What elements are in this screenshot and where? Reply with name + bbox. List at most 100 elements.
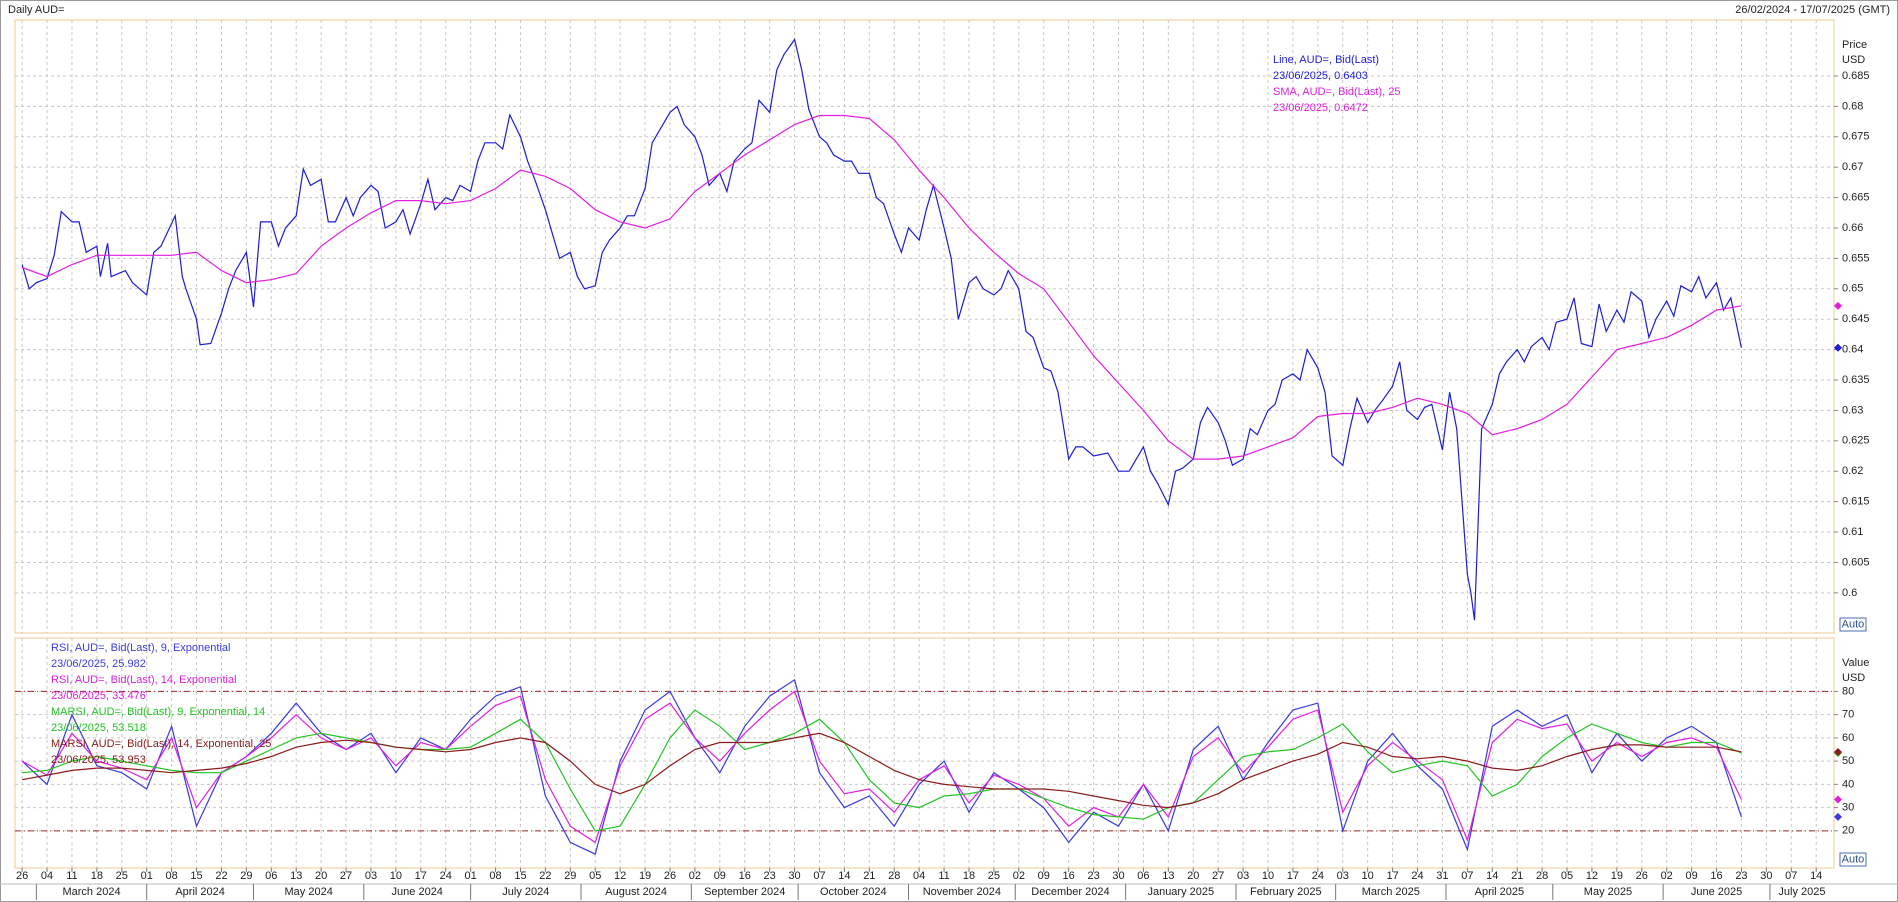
x-tick-label: 10 [1362,870,1374,882]
y-tick-label: 0.6 [1842,587,1857,599]
y-tick-label: 0.635 [1842,374,1870,386]
y-tick-label: 70 [1842,709,1854,721]
x-tick-label: 21 [1511,870,1523,882]
y-tick-label: 0.685 [1842,70,1870,82]
legend-name: MARSI, AUD=, Bid(Last), 9, Exponential, … [51,706,265,718]
x-tick-label: 31 [1436,870,1448,882]
scale-button: Auto [1842,618,1865,630]
x-tick-label: 03 [365,870,377,882]
x-tick-label: 29 [240,870,252,882]
month-label: June 2024 [392,886,443,898]
x-tick-label: 05 [1561,870,1573,882]
x-tick-label: 25 [988,870,1000,882]
x-tick-label: 22 [539,870,551,882]
month-label: July 2024 [502,886,549,898]
x-tick-label: 24 [440,870,452,882]
month-label: February 2025 [1250,886,1322,898]
x-tick-label: 18 [963,870,975,882]
axis-label: Price [1842,39,1867,51]
legend-name: RSI, AUD=, Bid(Last), 14, Exponential [51,674,237,686]
y-tick-label: 0.62 [1842,465,1863,477]
month-label: August 2024 [605,886,667,898]
y-tick-label: 0.665 [1842,191,1870,203]
x-tick-label: 27 [1212,870,1224,882]
last-value-marker [1834,343,1842,352]
legend-value: 23/06/2025, 0.6472 [1273,102,1368,114]
x-tick-label: 30 [1112,870,1124,882]
y-tick-label: 0.63 [1842,404,1863,416]
plot-area [14,19,1835,634]
x-tick-label: 26 [664,870,676,882]
legend-value: 23/06/2025, 33.476 [51,690,146,702]
x-tick-label: 19 [1611,870,1623,882]
legend-name: SMA, AUD=, Bid(Last), 25 [1273,86,1400,98]
legend-name: RSI, AUD=, Bid(Last), 9, Exponential [51,642,230,654]
last-value-marker [1834,795,1842,804]
x-tick-label: 15 [514,870,526,882]
x-tick-label: 23 [1735,870,1747,882]
axis-unit: USD [1842,672,1865,684]
series-line [21,38,1742,621]
x-tick-label: 16 [1710,870,1722,882]
y-tick-label: 0.66 [1842,222,1863,234]
x-tick-label: 04 [913,870,925,882]
y-tick-label: 20 [1842,825,1854,837]
legend-value: 23/06/2025, 25.982 [51,658,146,670]
month-label: April 2025 [1475,886,1525,898]
x-tick-label: 24 [1312,870,1324,882]
y-tick-label: 50 [1842,755,1854,767]
x-tick-label: 12 [1586,870,1598,882]
x-tick-label: 29 [564,870,576,882]
x-tick-label: 11 [938,870,949,882]
x-tick-label: 02 [1661,870,1673,882]
x-tick-label: 03 [1237,870,1249,882]
x-tick-label: 14 [1486,870,1498,882]
x-tick-label: 04 [41,870,53,882]
x-tick-label: 06 [265,870,277,882]
chart-title: Daily AUD= [8,4,65,16]
x-tick-label: 07 [813,870,825,882]
x-tick-label: 17 [1287,870,1299,882]
x-tick-label: 23 [764,870,776,882]
month-label: March 2025 [1362,886,1420,898]
x-tick-label: 09 [714,870,726,882]
x-tick-label: 03 [1337,870,1349,882]
y-tick-label: 0.64 [1842,344,1863,356]
x-tick-label: 01 [141,870,153,882]
legend-value: 23/06/2025, 53.953 [51,754,146,766]
x-tick-label: 13 [1162,870,1174,882]
x-tick-label: 05 [589,870,601,882]
month-label: May 2025 [1584,886,1632,898]
x-tick-label: 22 [215,870,227,882]
series-line [21,690,1742,844]
y-tick-label: 0.615 [1842,496,1870,508]
x-tick-label: 15 [190,870,202,882]
x-tick-label: 24 [1411,870,1423,882]
month-label: March 2024 [62,886,120,898]
x-tick-label: 13 [290,870,302,882]
x-tick-label: 17 [415,870,427,882]
x-tick-label: 21 [863,870,875,882]
x-tick-label: 16 [1063,870,1075,882]
scale-button: Auto [1842,853,1865,865]
month-label: June 2025 [1691,886,1742,898]
date-range: 26/02/2024 - 17/07/2025 (GMT) [1735,4,1890,16]
legend-value: 23/06/2025, 0.6403 [1273,70,1368,82]
x-tick-label: 14 [1810,870,1822,882]
x-tick-label: 17 [1386,870,1398,882]
y-tick-label: 0.65 [1842,283,1863,295]
x-tick-label: 20 [315,870,327,882]
x-tick-label: 07 [1461,870,1473,882]
x-tick-label: 23 [1087,870,1099,882]
scale-button-box [1839,852,1867,867]
month-label: December 2024 [1031,886,1109,898]
x-tick-label: 12 [614,870,626,882]
month-label: November 2024 [923,886,1001,898]
x-tick-label: 20 [1187,870,1199,882]
month-label: January 2025 [1147,886,1214,898]
y-tick-label: 0.655 [1842,252,1870,264]
series-line [21,732,1742,809]
month-label: September 2024 [704,886,785,898]
